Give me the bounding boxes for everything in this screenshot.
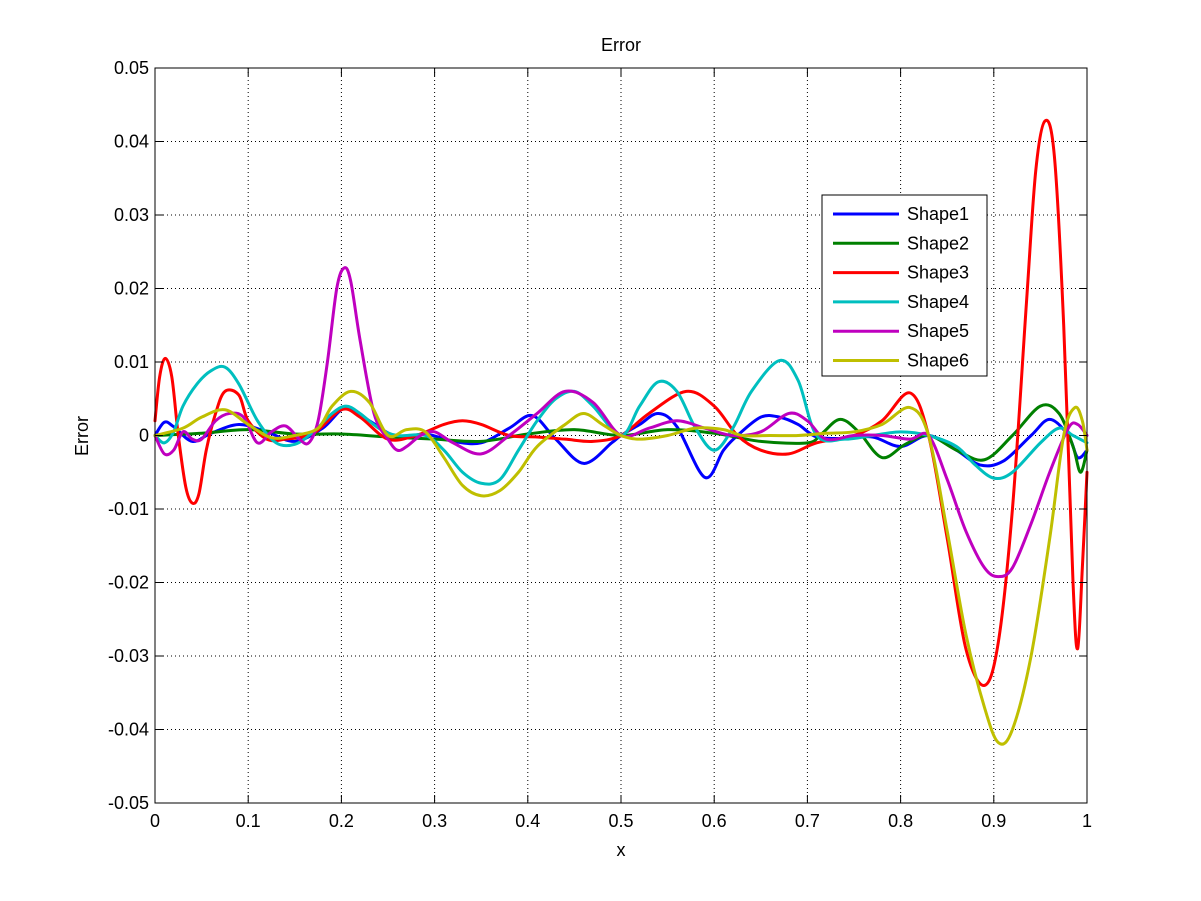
y-tick-label: 0.03 xyxy=(114,205,149,225)
x-tick-label: 0.4 xyxy=(515,811,540,831)
series-group xyxy=(153,118,1089,746)
y-tick-label: -0.02 xyxy=(108,573,149,593)
y-tick-label: -0.04 xyxy=(108,720,149,740)
x-tick-label: 0.2 xyxy=(329,811,354,831)
legend-label-shape1: Shape1 xyxy=(907,204,969,224)
x-axis-title: x xyxy=(617,840,626,860)
series-line-shape3 xyxy=(153,118,1089,687)
series-line-shape2 xyxy=(153,403,1089,474)
series-line-shape5 xyxy=(153,266,1089,579)
x-tick-label: 0.3 xyxy=(422,811,447,831)
legend-label-shape5: Shape5 xyxy=(907,321,969,341)
legend-box xyxy=(821,194,988,377)
x-tick-label: 0.7 xyxy=(795,811,820,831)
legend-label-shape6: Shape6 xyxy=(907,351,969,371)
y-tick-label: 0.01 xyxy=(114,352,149,372)
chart-title: Error xyxy=(601,35,641,55)
y-tick-label: -0.03 xyxy=(108,646,149,666)
y-tick-label: 0.05 xyxy=(114,58,149,78)
legend: Shape1 Shape2 Shape3 Shape4 Shape5 Shape6 xyxy=(821,194,988,377)
x-tick-label: 0.5 xyxy=(608,811,633,831)
y-tick-label: -0.05 xyxy=(108,793,149,813)
y-tick-label: 0.04 xyxy=(114,132,149,152)
x-tick-label: 1 xyxy=(1082,811,1092,831)
y-tick-label: 0 xyxy=(139,426,149,446)
series-line-shape6 xyxy=(153,389,1089,746)
x-tick-label: 0.1 xyxy=(236,811,261,831)
x-tick-label: 0 xyxy=(150,811,160,831)
y-tick-label: 0.02 xyxy=(114,279,149,299)
ticks: 0 0.1 0.2 0.3 0.4 0.5 0.6 0.7 0.8 0.9 1 -0.05 -0.04 -… xyxy=(108,58,1092,831)
y-tick-label: -0.01 xyxy=(108,499,149,519)
legend-label-shape2: Shape2 xyxy=(907,233,969,253)
y-axis-title: Error xyxy=(72,416,92,456)
x-tick-label: 0.8 xyxy=(888,811,913,831)
x-tick-label: 0.9 xyxy=(981,811,1006,831)
legend-label-shape3: Shape3 xyxy=(907,263,969,283)
x-tick-label: 0.6 xyxy=(702,811,727,831)
legend-label-shape4: Shape4 xyxy=(907,292,969,312)
